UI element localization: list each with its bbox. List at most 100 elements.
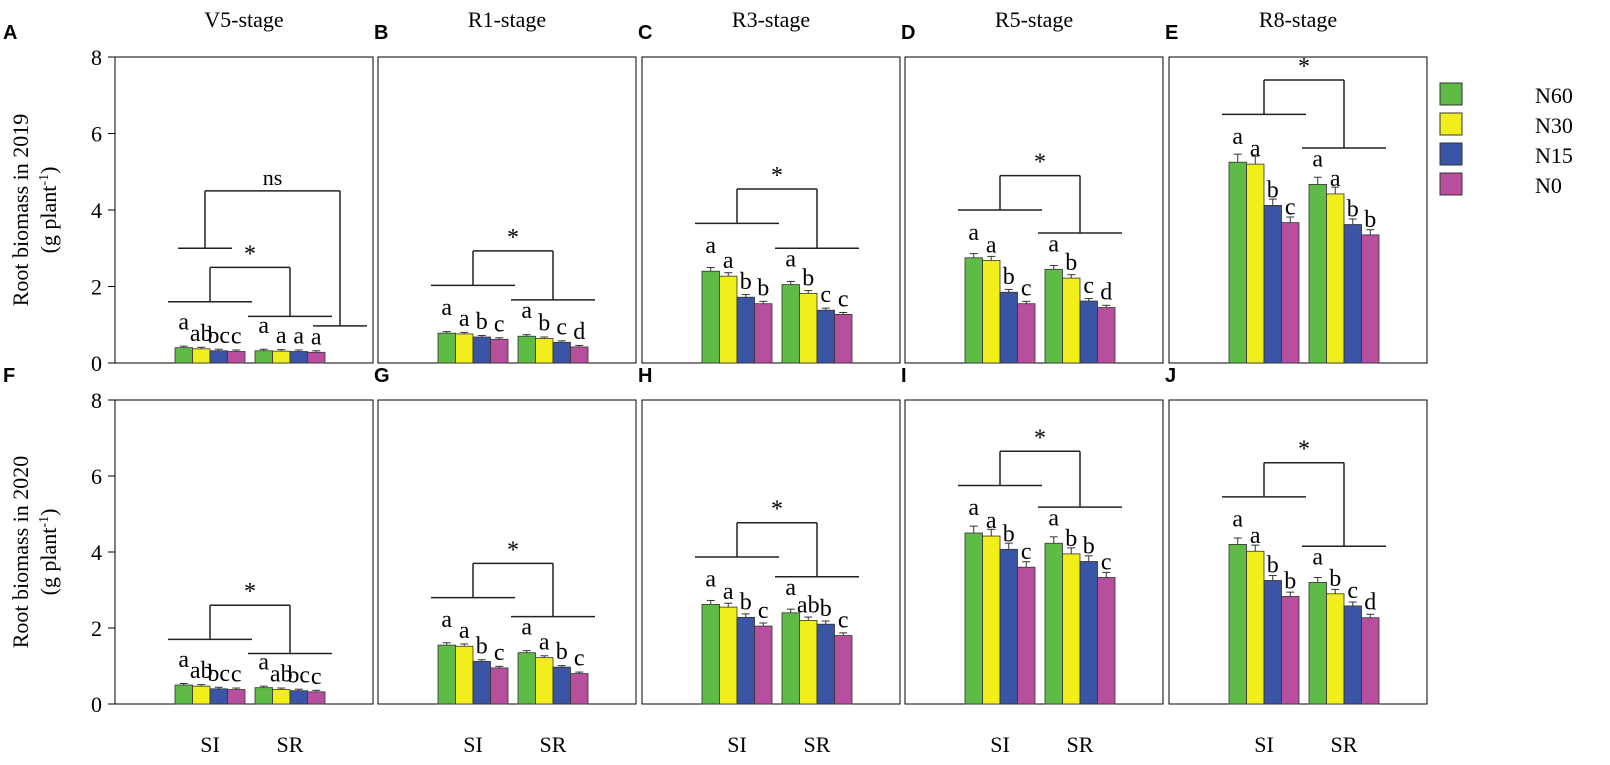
bar <box>1263 205 1282 364</box>
bar <box>272 350 291 364</box>
legend-swatch <box>1439 142 1463 166</box>
bar <box>701 270 720 364</box>
bar <box>1343 605 1362 705</box>
comparison-bracket: * ns <box>168 165 367 327</box>
bar <box>1326 193 1345 364</box>
significance-letter: a <box>539 630 550 656</box>
bar <box>816 309 835 364</box>
significance-letter: bc <box>287 663 310 689</box>
bar <box>1079 300 1098 364</box>
bar <box>307 351 326 364</box>
comparison-bracket: * <box>168 579 332 655</box>
panel-frame <box>377 56 637 364</box>
bar <box>754 625 773 705</box>
panel-title: R8-stage <box>1259 7 1337 32</box>
significance-star: * <box>244 241 256 267</box>
significance-letter: a <box>311 324 322 350</box>
panel-letter: A <box>3 22 17 44</box>
bar <box>982 260 1001 364</box>
significance-letter: a <box>1330 166 1341 192</box>
bar <box>816 623 835 705</box>
significance-letter: a <box>705 566 716 592</box>
panel-frame <box>114 399 374 705</box>
bar <box>1097 307 1116 364</box>
legend-swatch <box>1439 112 1463 136</box>
bar <box>781 612 800 705</box>
bar <box>1079 561 1098 705</box>
comparison-bracket: * <box>958 425 1122 508</box>
y-tick-label: 8 <box>91 45 102 70</box>
bar <box>517 335 536 364</box>
significance-letter: bc <box>207 323 230 349</box>
panel-frame <box>114 56 374 364</box>
significance-letter: b <box>538 311 550 337</box>
significance-letter: a <box>986 232 997 258</box>
significance-letter: b <box>556 639 568 665</box>
significance-letter: a <box>441 607 452 633</box>
bar <box>701 604 720 705</box>
significance-letter: a <box>968 220 979 246</box>
bar <box>1326 593 1345 705</box>
y-tick-label: 4 <box>91 198 102 223</box>
unit-end: ) <box>36 509 61 516</box>
x-tick-label: SR <box>804 732 831 757</box>
significance-letter: b <box>1003 521 1015 547</box>
bar <box>999 548 1018 705</box>
bar <box>209 688 228 705</box>
significance-letter: c <box>820 282 831 308</box>
unit-text: (g plant <box>36 528 61 596</box>
bar <box>964 257 983 364</box>
significance-letter: b <box>1003 264 1015 290</box>
bar <box>535 338 554 364</box>
bar <box>192 685 211 705</box>
y-axis-unit: (g plant-1) <box>36 167 61 254</box>
panel-letter: E <box>1165 22 1178 44</box>
significance-letter: a <box>723 579 734 605</box>
significance-star: * <box>1034 150 1046 176</box>
bar <box>254 687 273 705</box>
x-tick-label: SR <box>1331 732 1358 757</box>
bar <box>1246 163 1265 364</box>
bar <box>1281 222 1300 364</box>
unit-text: (g plant <box>36 186 61 254</box>
panel-title: V5-stage <box>204 7 283 32</box>
significance-letter: a <box>705 233 716 259</box>
significance-star: * <box>244 579 256 605</box>
bar <box>437 644 456 705</box>
x-tick-label: SI <box>200 732 220 757</box>
y-tick-label: 2 <box>91 275 102 300</box>
bar <box>272 689 291 705</box>
bar <box>834 314 853 364</box>
significance-letter: c <box>1347 578 1358 604</box>
panel-letter: H <box>638 365 652 387</box>
bar <box>455 645 474 705</box>
bar <box>209 350 228 364</box>
y-tick-label: 0 <box>91 692 102 717</box>
significance-letter: a <box>785 247 796 273</box>
significance-letter: b <box>1329 566 1341 592</box>
bar <box>289 351 308 364</box>
y-tick-label: 6 <box>91 122 102 147</box>
significance-letter: c <box>1101 549 1112 575</box>
panel-g: Ga ab caa b c*SI SR <box>374 365 637 757</box>
y-axis-label: Root biomass in 2020 <box>8 456 33 649</box>
unit-end: ) <box>36 167 61 174</box>
significance-letter: a <box>1232 506 1243 532</box>
bar <box>736 296 755 364</box>
bar <box>570 346 589 364</box>
bar <box>1062 277 1081 364</box>
significance-letter: b <box>820 596 832 622</box>
bar <box>174 684 193 705</box>
significance-letter: a <box>1312 146 1323 172</box>
panel-letter: D <box>901 22 915 44</box>
comparison-bracket: * <box>431 537 595 618</box>
x-tick-label: SI <box>463 732 483 757</box>
significance-letter: b <box>757 276 769 302</box>
